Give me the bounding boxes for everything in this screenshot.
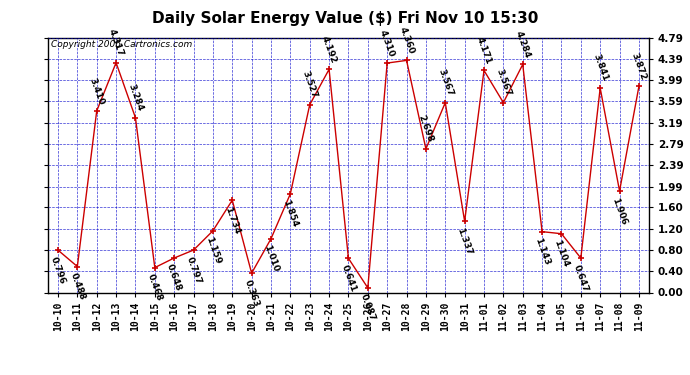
Text: 0.648: 0.648	[165, 263, 184, 293]
Text: 1.143: 1.143	[533, 237, 551, 267]
Text: 4.360: 4.360	[397, 26, 415, 55]
Text: 1.159: 1.159	[204, 236, 222, 266]
Text: 4.284: 4.284	[513, 29, 532, 59]
Text: 3.284: 3.284	[126, 83, 144, 112]
Text: Daily Solar Energy Value ($) Fri Nov 10 15:30: Daily Solar Energy Value ($) Fri Nov 10 …	[152, 11, 538, 26]
Text: 3.410: 3.410	[88, 76, 106, 106]
Text: 2.698: 2.698	[417, 114, 435, 144]
Text: 0.488: 0.488	[68, 272, 86, 302]
Text: 3.872: 3.872	[630, 51, 648, 81]
Text: 1.010: 1.010	[262, 244, 280, 273]
Text: 1.734: 1.734	[223, 205, 241, 235]
Text: 1.906: 1.906	[611, 196, 629, 226]
Text: 0.363: 0.363	[243, 278, 261, 308]
Text: 3.567: 3.567	[494, 68, 513, 98]
Text: 0.796: 0.796	[49, 255, 67, 285]
Text: 4.317: 4.317	[107, 28, 125, 58]
Text: 1.854: 1.854	[282, 199, 299, 229]
Text: 0.647: 0.647	[572, 263, 590, 293]
Text: 3.527: 3.527	[301, 70, 319, 100]
Text: 3.567: 3.567	[436, 68, 455, 98]
Text: Copyright 2006 Cartronics.com: Copyright 2006 Cartronics.com	[51, 40, 193, 49]
Text: 0.641: 0.641	[339, 264, 357, 293]
Text: 0.468: 0.468	[146, 273, 164, 302]
Text: 0.087: 0.087	[359, 293, 377, 322]
Text: 3.841: 3.841	[591, 53, 609, 83]
Text: 4.171: 4.171	[475, 35, 493, 65]
Text: 4.192: 4.192	[320, 34, 338, 64]
Text: 1.104: 1.104	[553, 239, 571, 268]
Text: 1.337: 1.337	[455, 226, 474, 256]
Text: 4.310: 4.310	[378, 28, 396, 58]
Text: 0.797: 0.797	[184, 255, 203, 285]
